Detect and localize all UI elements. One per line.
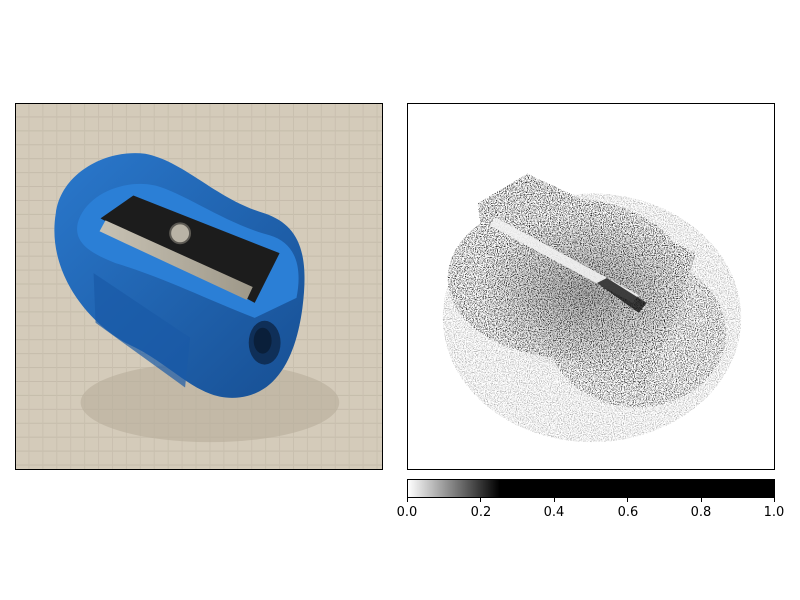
colorbar-tick-label: 0.6	[617, 505, 639, 520]
blade-slot	[100, 195, 280, 303]
sharpener-shadow	[80, 362, 340, 443]
colorbar-tick-label: 1.0	[763, 505, 785, 520]
colorbar-tick	[554, 498, 555, 502]
screw-icon	[169, 222, 192, 245]
saliency-map	[408, 104, 774, 469]
colorbar-tick	[480, 498, 481, 502]
colorbar-tick-label: 0.4	[543, 505, 565, 520]
blade	[99, 220, 253, 300]
colorbar-tick	[774, 498, 775, 502]
colorbar-tick	[627, 498, 628, 502]
photo-panel	[15, 103, 383, 470]
colorbar-gradient	[408, 480, 774, 497]
sharpener-grip	[93, 273, 191, 388]
colorbar	[407, 479, 775, 498]
colorbar-tick-label: 0.8	[690, 505, 712, 520]
pencil-sharpener-photo	[16, 104, 382, 469]
colorbar-tick-label: 0.2	[470, 505, 492, 520]
colorbar-tick	[407, 498, 408, 502]
colorbar-tick	[701, 498, 702, 502]
saliency-map-panel	[407, 103, 775, 470]
colorbar-tick-label: 0.0	[396, 505, 418, 520]
